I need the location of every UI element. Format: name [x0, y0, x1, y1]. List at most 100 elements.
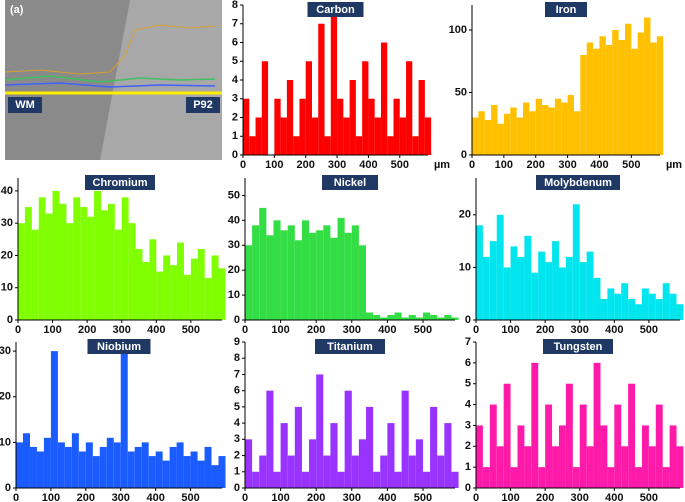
bar [529, 111, 536, 155]
bar [572, 467, 580, 488]
y-tick-label: 2 [465, 440, 471, 452]
bar [517, 425, 525, 488]
bar [554, 98, 562, 155]
bar [401, 317, 409, 320]
y-tick-label: 40 [1, 185, 13, 197]
bar [324, 136, 331, 155]
label-box [8, 97, 42, 113]
bar [120, 351, 128, 488]
bar [22, 433, 30, 488]
x-tick-label: 100 [43, 324, 61, 336]
bar [59, 203, 67, 320]
chart-panel: 0 1 2 3 4 5 6 7 8 9 0 100 200 300 400 500 Titanium [234, 336, 459, 502]
bar [545, 262, 553, 320]
y-tick-label: 20 [0, 391, 11, 403]
bar [176, 442, 184, 488]
bar [605, 45, 613, 155]
bar [43, 437, 51, 488]
bar [650, 42, 657, 155]
x-tick-label: 400 [605, 324, 623, 336]
bar [593, 48, 600, 155]
bar [496, 446, 504, 488]
bar [80, 207, 88, 320]
y-tick-label: 1 [232, 130, 238, 142]
y-tick-label: 20 [228, 264, 240, 276]
bar [558, 425, 566, 488]
x-tick-label: 400 [378, 324, 396, 336]
bar [190, 258, 198, 320]
bar [380, 42, 388, 155]
bar [344, 232, 352, 320]
y-tick-label: 20 [459, 209, 471, 221]
bar [489, 241, 497, 320]
bar [169, 446, 177, 488]
bar [522, 102, 530, 155]
bar [135, 249, 143, 320]
bar [274, 98, 281, 155]
bar [648, 446, 656, 488]
bar [197, 249, 205, 320]
title-box [85, 175, 155, 190]
bar [66, 223, 74, 320]
title-box [536, 175, 620, 190]
bar [293, 136, 300, 155]
y-tick-label: 100 [449, 24, 467, 36]
bar [309, 232, 317, 320]
bar [211, 255, 219, 320]
bar [607, 288, 615, 320]
x-tick-label: 200 [536, 324, 554, 336]
bar [99, 446, 107, 488]
bar [316, 374, 324, 488]
bar [211, 465, 219, 488]
x-tick-label: 300 [328, 159, 346, 171]
bar [387, 423, 395, 488]
bar [87, 216, 95, 320]
y-tick-label: 4 [232, 74, 239, 86]
y-tick-label: 5 [234, 401, 240, 413]
y-tick-label: 0 [5, 482, 11, 494]
y-tick-label: 7 [465, 336, 471, 348]
bar [78, 451, 86, 488]
y-tick-label: 4 [234, 417, 241, 429]
bar [305, 61, 312, 155]
bar [524, 235, 532, 320]
y-tick-label: 7 [234, 368, 240, 380]
bar [401, 390, 409, 488]
bar [52, 190, 60, 320]
bar [415, 439, 423, 488]
bar [517, 256, 525, 320]
bar [149, 239, 157, 320]
chart-title: Carbon [316, 4, 355, 16]
x-tick-label: 300 [343, 324, 361, 336]
y-tick-label: 0 [465, 314, 471, 326]
bar [107, 203, 115, 320]
y-tick-label: 50 [455, 86, 467, 98]
bar [45, 213, 53, 320]
y-tick-label: 6 [234, 385, 240, 397]
y-tick-label: 0 [234, 314, 240, 326]
bar [451, 471, 459, 488]
x-tick-label: 500 [414, 492, 432, 502]
bar [243, 98, 250, 155]
bar [586, 42, 594, 155]
bar [273, 471, 281, 488]
x-tick-label: 0 [473, 324, 479, 336]
bar [655, 404, 663, 488]
bar [358, 439, 367, 488]
bar [552, 241, 559, 320]
bar [351, 455, 359, 488]
bar [531, 272, 539, 320]
bar [394, 471, 402, 488]
bar [286, 80, 294, 155]
bar [676, 304, 684, 320]
wm-label: WM [15, 99, 35, 111]
bar [71, 433, 79, 488]
bar [259, 207, 267, 320]
x-tick-label: 200 [307, 324, 325, 336]
y-tick-label: 2 [234, 449, 240, 461]
bar [323, 225, 331, 320]
bar [497, 123, 504, 155]
bar [162, 460, 170, 488]
y-tick-label: 8 [232, 0, 238, 11]
bar [656, 36, 664, 155]
